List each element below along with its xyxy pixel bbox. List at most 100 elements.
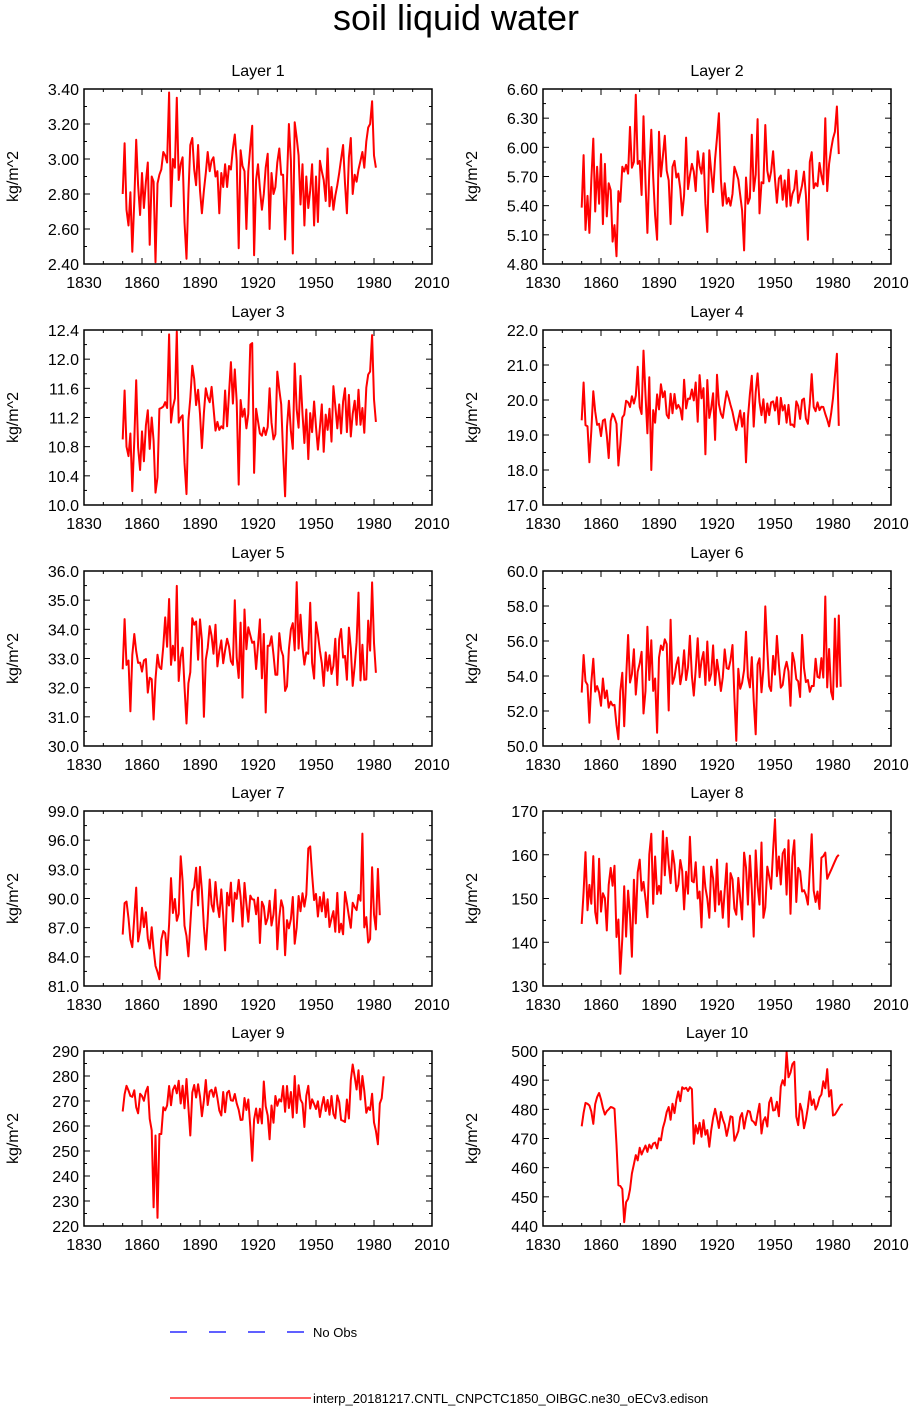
x-tick-label: 1860 bbox=[124, 516, 160, 533]
x-tick-label: 1980 bbox=[815, 516, 851, 533]
y-tick-label: 460 bbox=[511, 1161, 538, 1178]
panel-layer-7: Layer 7 kg/m^2 1830 1860 1890 1920 1950 1980 201… bbox=[5, 785, 450, 1014]
y-tick-label: 10.0 bbox=[48, 498, 79, 515]
legend-label-no-obs: No Obs bbox=[313, 1325, 358, 1340]
y-tick-label: 17.0 bbox=[507, 498, 538, 515]
x-tick-label: 2010 bbox=[414, 997, 450, 1014]
series-line-layer-2 bbox=[580, 93, 840, 258]
y-tick-label: 30.0 bbox=[48, 739, 79, 756]
y-tick-label: 54.0 bbox=[507, 669, 538, 686]
x-tick-label: 1890 bbox=[182, 275, 218, 292]
series-line-layer-4 bbox=[580, 349, 840, 471]
y-tick-label: 2.80 bbox=[48, 187, 79, 204]
y-tick-label: 280 bbox=[52, 1069, 79, 1086]
y-tick-label: 220 bbox=[52, 1219, 79, 1236]
y-tick-label: 18.0 bbox=[507, 463, 538, 480]
legend: No Obs interp_20181217.CNTL_CNPCTC1850_O… bbox=[170, 1325, 708, 1406]
y-tick-label: 31.0 bbox=[48, 710, 79, 727]
x-tick-label: 1890 bbox=[641, 1237, 677, 1254]
x-tick-label: 1890 bbox=[641, 997, 677, 1014]
x-tick-label: 2010 bbox=[873, 757, 909, 774]
y-tick-label: 4.80 bbox=[507, 257, 538, 274]
y-tick-label: 10.4 bbox=[48, 469, 79, 486]
series-line-layer-1 bbox=[121, 91, 377, 264]
x-tick-label: 1980 bbox=[815, 997, 851, 1014]
x-tick-label: 1890 bbox=[641, 516, 677, 533]
x-tick-label: 1920 bbox=[240, 516, 276, 533]
panel-title: Layer 3 bbox=[231, 304, 284, 321]
y-tick-label: 500 bbox=[511, 1044, 538, 1061]
panel-layer-4: Layer 4 kg/m^2 1830 1860 1890 1920 1950 1980 201… bbox=[464, 304, 909, 533]
y-tick-label: 56.0 bbox=[507, 634, 538, 651]
x-tick-label: 1950 bbox=[298, 1237, 334, 1254]
y-tick-label: 20.0 bbox=[507, 393, 538, 410]
y-tick-label: 3.20 bbox=[48, 117, 79, 134]
x-tick-label: 1860 bbox=[583, 516, 619, 533]
x-tick-label: 1920 bbox=[240, 1237, 276, 1254]
plot-frame bbox=[542, 570, 892, 747]
y-tick-label: 5.70 bbox=[507, 170, 538, 187]
y-tick-label: 290 bbox=[52, 1044, 79, 1061]
x-tick-label: 2010 bbox=[873, 1237, 909, 1254]
series-line-layer-3 bbox=[121, 330, 377, 498]
y-axis-label: kg/m^2 bbox=[5, 873, 22, 924]
panel-title: Layer 9 bbox=[231, 1025, 284, 1042]
y-axis-label: kg/m^2 bbox=[5, 392, 22, 443]
y-tick-label: 12.0 bbox=[48, 352, 79, 369]
y-tick-label: 440 bbox=[511, 1219, 538, 1236]
x-tick-label: 2010 bbox=[414, 516, 450, 533]
x-tick-label: 1950 bbox=[757, 1237, 793, 1254]
x-tick-label: 1980 bbox=[356, 516, 392, 533]
y-tick-label: 19.0 bbox=[507, 428, 538, 445]
x-tick-label: 2010 bbox=[414, 757, 450, 774]
x-tick-label: 1890 bbox=[182, 516, 218, 533]
x-tick-label: 1980 bbox=[356, 1237, 392, 1254]
x-tick-label: 1830 bbox=[66, 275, 102, 292]
x-tick-label: 1950 bbox=[298, 275, 334, 292]
panel-layer-6: Layer 6 kg/m^2 1830 1860 1890 1920 1950 1980 201… bbox=[464, 545, 909, 774]
x-tick-label: 1920 bbox=[699, 757, 735, 774]
y-tick-label: 450 bbox=[511, 1190, 538, 1207]
y-tick-label: 11.6 bbox=[49, 381, 79, 398]
x-tick-label: 2010 bbox=[873, 997, 909, 1014]
x-tick-label: 1860 bbox=[124, 997, 160, 1014]
series-line-layer-10 bbox=[580, 1050, 844, 1224]
x-tick-label: 1860 bbox=[583, 1237, 619, 1254]
x-tick-label: 1980 bbox=[356, 757, 392, 774]
x-tick-label: 1830 bbox=[525, 275, 561, 292]
panel-title: Layer 2 bbox=[690, 63, 743, 80]
y-tick-label: 480 bbox=[511, 1102, 538, 1119]
legend-label-model: interp_20181217.CNTL_CNPCTC1850_OIBGC.ne… bbox=[313, 1391, 708, 1406]
x-tick-label: 1860 bbox=[583, 997, 619, 1014]
x-tick-label: 1830 bbox=[66, 516, 102, 533]
y-tick-label: 11.2 bbox=[49, 411, 79, 428]
y-tick-label: 2.60 bbox=[48, 222, 79, 239]
panel-layer-3: Layer 3 kg/m^2 1830 1860 1890 1920 1950 1980 201… bbox=[5, 304, 450, 533]
panel-layer-8: Layer 8 kg/m^2 1830 1860 1890 1920 1950 1980 201… bbox=[464, 785, 909, 1014]
legend-item-no-obs: No Obs bbox=[170, 1325, 358, 1340]
y-axis-label: kg/m^2 bbox=[464, 633, 481, 684]
y-tick-label: 96.0 bbox=[48, 833, 79, 850]
figure-title: soil liquid water bbox=[333, 0, 579, 38]
y-tick-label: 32.0 bbox=[48, 681, 79, 698]
x-tick-label: 1830 bbox=[66, 757, 102, 774]
y-tick-label: 160 bbox=[511, 848, 538, 865]
y-tick-label: 250 bbox=[52, 1144, 79, 1161]
x-tick-label: 1920 bbox=[699, 1237, 735, 1254]
x-tick-label: 1920 bbox=[240, 275, 276, 292]
y-tick-label: 2.40 bbox=[48, 257, 79, 274]
x-tick-label: 1920 bbox=[699, 275, 735, 292]
x-tick-label: 1830 bbox=[525, 757, 561, 774]
y-tick-label: 21.0 bbox=[507, 358, 538, 375]
x-tick-label: 1920 bbox=[699, 516, 735, 533]
panel-layer-5: Layer 5 kg/m^2 1830 1860 1890 1920 1950 1980 201… bbox=[5, 545, 450, 774]
y-axis-label: kg/m^2 bbox=[464, 151, 481, 202]
x-tick-label: 1920 bbox=[240, 997, 276, 1014]
x-tick-label: 1890 bbox=[182, 1237, 218, 1254]
x-tick-label: 1950 bbox=[298, 997, 334, 1014]
y-axis-label: kg/m^2 bbox=[464, 1113, 481, 1164]
y-tick-label: 50.0 bbox=[507, 739, 538, 756]
series-line-layer-5 bbox=[121, 581, 377, 725]
x-tick-label: 1860 bbox=[124, 1237, 160, 1254]
y-tick-label: 87.0 bbox=[48, 921, 79, 938]
